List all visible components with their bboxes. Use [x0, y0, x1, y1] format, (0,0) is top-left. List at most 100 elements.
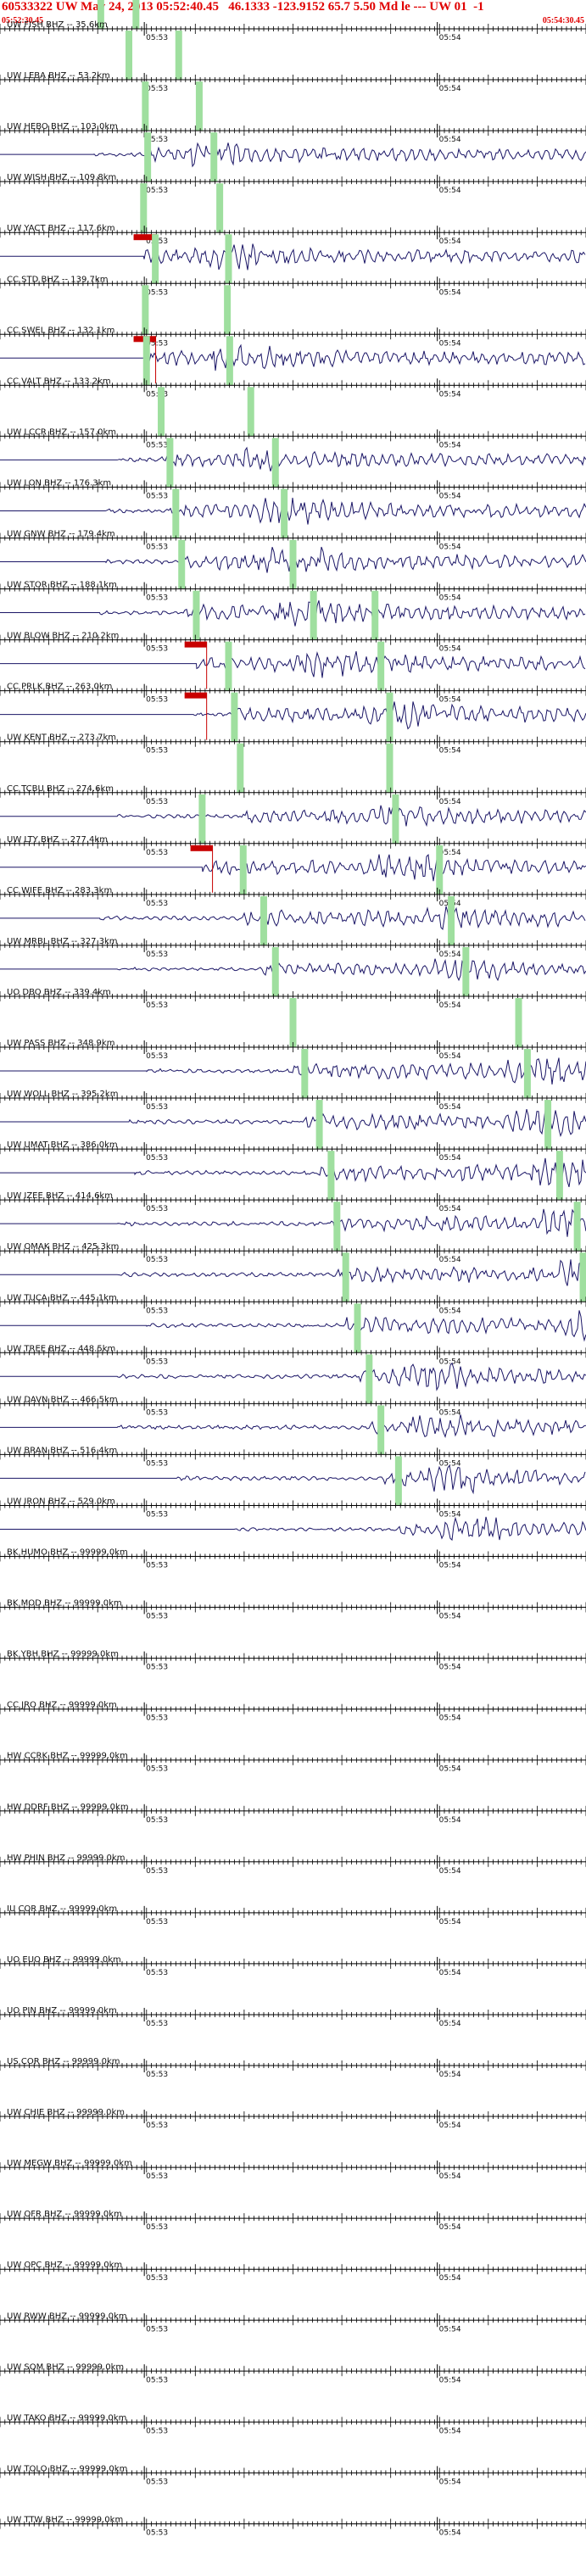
tick-label: 05:53: [146, 1765, 168, 1774]
tick-label: 05:54: [439, 798, 461, 806]
waveform-trace: [0, 343, 586, 371]
tick-label: 05:53: [146, 1307, 168, 1315]
tick-label: 05:53: [146, 1715, 168, 1723]
phase-pick-band: [327, 1151, 335, 1201]
tick-label: 05:53: [146, 1358, 168, 1366]
tick-label: 05:54: [439, 1664, 461, 1672]
station-label: UW IZEE BHZ -- 414.6km: [7, 1191, 113, 1201]
phase-pick-band: [392, 794, 399, 844]
tick-label: 05:54: [439, 2071, 461, 2079]
tick-label: 05:53: [146, 2223, 168, 2232]
waveform-trace: [0, 701, 586, 730]
tick-label: 05:54: [439, 1256, 461, 1264]
phase-pick-band: [152, 234, 159, 284]
waveform-trace: [0, 1310, 586, 1342]
tick-label: 05:53: [146, 849, 168, 857]
phase-pick-band: [301, 1049, 309, 1099]
station-row: 05:53 05:54 CC JRO BHZ -- 99999.0km: [0, 1701, 586, 1723]
tick-label: 05:54: [439, 2427, 461, 2435]
phase-pick-band: [271, 438, 279, 488]
station-label: UW STOR BHZ -- 188.1km: [7, 581, 117, 590]
tick-label: 05:53: [146, 1154, 168, 1163]
phase-pick-band: [271, 946, 279, 996]
tick-label: 05:54: [439, 1154, 461, 1163]
station-label: UO DBO BHZ -- 339.4km: [7, 988, 111, 997]
tick-label: 05:53: [146, 2376, 168, 2384]
phase-pick-band: [142, 336, 150, 386]
tick-label: 05:53: [146, 1918, 168, 1926]
station-label: HW PHIN BHZ -- 99999.0km: [7, 1854, 125, 1863]
station-row: 05:53 05:54 UW FISH BHZ -- 35.6km: [0, 0, 586, 42]
phase-pick-band: [195, 81, 203, 131]
axis-ticks: [0, 685, 586, 696]
axis-ticks: [0, 1246, 586, 1257]
axis-ticks: [0, 2366, 586, 2377]
waveform-trace: [0, 1414, 586, 1438]
phase-pick-band: [394, 1456, 402, 1506]
tick-label: 05:54: [439, 2529, 461, 2537]
station-row: 05:53 05:54 CC PRLK BHZ -- 263.0km: [0, 641, 586, 740]
pick-marker: [184, 692, 207, 699]
axis-ticks: [0, 1449, 586, 1460]
axis-ticks: [0, 278, 586, 289]
station-row: 05:53 05:54 UW BLOW BHZ -- 210.2km: [0, 590, 586, 689]
phase-pick-band: [260, 895, 267, 945]
tick-label: 05:54: [439, 951, 461, 959]
station-row: 05:53 05:54 CC TCBU BHZ -- 274.6km: [0, 743, 586, 828]
phase-pick-band: [216, 183, 224, 233]
station-label: BK MOD BHZ -- 99999.0km: [7, 1599, 122, 1609]
station-row: 05:53 05:54 UW DAVN BHZ -- 466.5km: [0, 1354, 586, 1438]
station-row: 05:53 05:54 CC WIFE BHZ -- 283.3km: [0, 845, 586, 934]
station-row: 05:53 05:54 UW TAKO BHZ -- 99999.0km: [0, 2413, 586, 2435]
station-label: UW OFR BHZ -- 99999.0km: [7, 2210, 122, 2219]
axis-ticks: [0, 2111, 586, 2122]
station-label: UW LTY BHZ -- 277.4km: [7, 835, 108, 845]
station-row: 05:53 05:54 UW TUCA BHZ -- 445.1km: [0, 1252, 586, 1342]
station-row: 05:53 05:54 CC STD BHZ -- 139.7km: [0, 234, 586, 297]
tick-label: 05:53: [146, 2427, 168, 2435]
tick-label: 05:54: [439, 1459, 461, 1468]
axis-ticks: [0, 2162, 586, 2173]
station-label: UW WISH BHZ -- 109.8km: [7, 173, 116, 182]
station-label: UO EUO BHZ -- 99999.0km: [7, 1955, 121, 1965]
tick-label: 05:53: [146, 2172, 168, 2181]
tick-label: 05:53: [146, 1562, 168, 1570]
waveform-trace: [0, 1464, 586, 1495]
tick-label: 05:54: [439, 2325, 461, 2333]
tick-label: 05:54: [439, 1715, 461, 1723]
station-row: 05:53 05:54 UW MEGW BHZ -- 99999.0km: [0, 2159, 586, 2181]
tick-label: 05:54: [439, 2020, 461, 2028]
tick-label: 05:53: [146, 1052, 168, 1061]
station-label: UW FISH BHZ -- 35.6km: [7, 20, 108, 30]
station-label: UW LON BHZ -- 176.3km: [7, 478, 111, 488]
phase-pick-band: [178, 539, 186, 589]
station-label: HW DDRF BHZ -- 99999.0km: [7, 1803, 129, 1812]
phase-pick-band: [237, 743, 244, 793]
station-row: 05:53 05:54 UW LCCR BHZ -- 157.0km: [0, 387, 586, 471]
phase-pick-band: [333, 1202, 341, 1252]
station-row: 05:53 05:54 BK HUMO BHZ -- 99999.0km: [0, 1548, 586, 1570]
station-label: UW HEBO BHZ -- 103.0km: [7, 122, 118, 131]
phase-pick-band: [448, 895, 455, 945]
station-row: 05:53 05:54 UW OFR BHZ -- 99999.0km: [0, 2210, 586, 2232]
station-label: UW UMAT BHZ -- 386.0km: [7, 1140, 118, 1150]
station-label: UW BRAN BHZ -- 516.4km: [7, 1446, 117, 1455]
station-label: CC TCBU BHZ -- 274.6km: [7, 784, 114, 794]
station-row: 05:53 05:54 UW IZEE BHZ -- 414.6km: [0, 1151, 586, 1237]
axis-ticks: [0, 990, 586, 1001]
tick-label: 05:54: [439, 441, 461, 449]
phase-pick-band: [239, 845, 247, 895]
tick-label: 05:54: [439, 1103, 461, 1112]
tick-label: 05:53: [146, 2274, 168, 2283]
phase-pick-band: [144, 132, 152, 182]
station-label: UW OPC BHZ -- 99999.0km: [7, 2261, 122, 2270]
station-label: UW TAKO BHZ -- 99999.0km: [7, 2413, 126, 2423]
axis-ticks: [0, 1958, 586, 1969]
axis-ticks: [0, 2417, 586, 2428]
axis-ticks: [0, 2213, 586, 2224]
station-label: UO PIN BHZ -- 99999.0km: [7, 2006, 117, 2016]
station-label: UW LEBA BHZ -- 53.2km: [7, 71, 110, 81]
station-row: 05:53 05:54 UW OMAK BHZ -- 425.3km: [0, 1202, 586, 1290]
tick-label: 05:54: [439, 1001, 461, 1010]
station-row: 05:53 05:54 UW IRON BHZ -- 529.0km: [0, 1456, 586, 1542]
